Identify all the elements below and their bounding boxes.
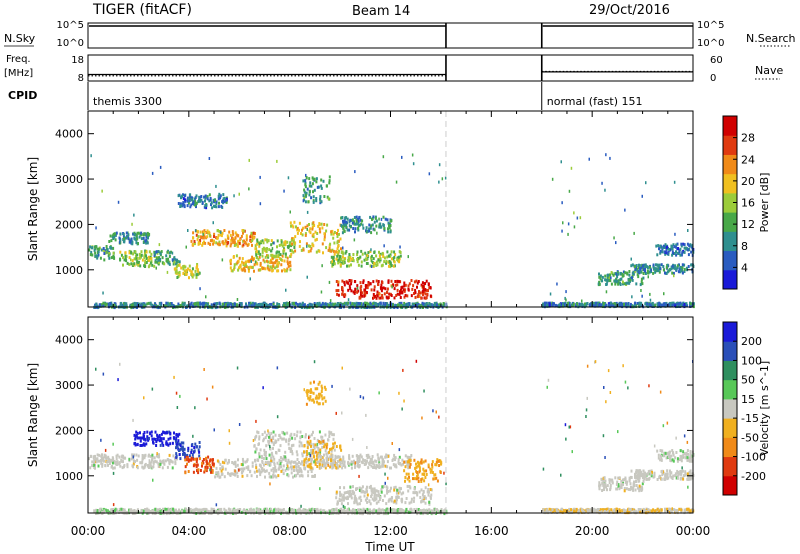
heatmap-region-11 [340, 215, 393, 235]
heatmap-region-0 [93, 301, 448, 310]
y-tick-label: 4000 [55, 128, 83, 141]
heatmap-region-13 [177, 192, 228, 210]
heatmap-region-15 [597, 270, 645, 287]
beam-label: Beam 14 [352, 4, 410, 19]
y-tick-label: 2000 [55, 218, 83, 231]
radar-title: TIGER (fitACF) [92, 2, 192, 18]
colorbar-tick-label: 100 [741, 354, 762, 367]
colorbar-tick-label: 50 [741, 374, 755, 387]
heatmap-region-7 [229, 254, 292, 273]
heatmap-region-10 [330, 249, 402, 269]
colorbar-tick-label: 28 [741, 132, 755, 145]
y-axis-label: Slant Range [km] [26, 363, 40, 467]
colorbar-tick-label: 15 [741, 393, 755, 406]
x-axis-label: Time UT [364, 540, 415, 554]
colorbar-tick-label: 4 [741, 261, 748, 274]
colorbar-tick-label: -200 [741, 470, 766, 483]
y-tick-label: 1000 [55, 264, 83, 277]
colorbar-tick-label: 24 [741, 153, 755, 166]
heatmap-region-9 [289, 220, 342, 255]
sparse-scatter [95, 359, 694, 511]
nave-label: Nave [755, 64, 783, 77]
y-tick-label: 2000 [55, 424, 83, 437]
colorbar-tick-label: 12 [741, 218, 755, 231]
heatmap-region-12 [598, 475, 645, 493]
cpid-segment-label: themis 3300 [93, 95, 162, 108]
x-tick-label: 00:00 [676, 524, 711, 538]
heatmap-region-11 [305, 380, 327, 406]
colorbar-tick-label: 16 [741, 197, 755, 210]
nsky-panel [87, 22, 694, 49]
nsky-label: N.Sky [4, 32, 36, 45]
heatmap-region-14 [302, 175, 331, 205]
y-tick-label: 3000 [55, 173, 83, 186]
heatmap-region-0 [93, 507, 448, 516]
colorbar-tick-label: 200 [741, 335, 762, 348]
heatmap-region-6 [190, 229, 256, 248]
colorbar-label: Power [dB] [758, 173, 771, 233]
heatmap-region-6 [253, 430, 337, 461]
colorbar-label: Velocity [m s^-1] [758, 361, 771, 456]
velocity-panel: 1000 2000 3000 4000 Slant Range [km] 200 100 50… [26, 316, 771, 516]
x-tick-label: 00:00 [71, 524, 106, 538]
freq-tick: 18 [71, 55, 84, 66]
colorbar-tick-label: -100 [741, 451, 766, 464]
heatmap-region-10 [403, 458, 443, 483]
heatmap-region-8 [316, 453, 413, 470]
freq-label: Freq. [6, 54, 31, 65]
x-tick-label: 04:00 [172, 524, 207, 538]
heatmap-region-4 [184, 455, 215, 475]
status-axis-ticks: 10^5 10^5 10^0 10^0 18 8 60 0 [57, 20, 725, 84]
colorbar-tick-label: 20 [741, 175, 755, 188]
colorbar-tick-label: -50 [741, 431, 759, 444]
heatmap-region-3 [175, 440, 201, 461]
x-tick-label: 08:00 [272, 524, 307, 538]
y-tick-label: 1000 [55, 470, 83, 483]
cpid-segment-label: normal (fast) 151 [547, 95, 643, 108]
count-tick-right: 10^5 [697, 20, 724, 31]
x-tick-label: 20:00 [575, 524, 610, 538]
sparse-scatter [90, 153, 689, 305]
colorbar-tick-label: -15 [741, 412, 759, 425]
colorbar-tick-label: 8 [741, 240, 748, 253]
heatmap-cells [88, 175, 695, 310]
date-label: 29/Oct/2016 [589, 3, 670, 18]
cpid-label: CPID [8, 89, 37, 102]
colorbar [722, 321, 738, 496]
heatmap-region-9 [335, 484, 433, 506]
count-tick-right: 10^0 [697, 38, 724, 49]
y-tick-label: 3000 [55, 379, 83, 392]
freq-tick: 8 [78, 73, 84, 84]
nsearch-label: N.Search [746, 32, 796, 45]
count-tick-left: 10^0 [57, 38, 84, 49]
y-tick-label: 4000 [55, 334, 83, 347]
x-tick-label: 16:00 [474, 524, 509, 538]
power-panel: 1000 2000 3000 4000 Slant Range [km] 4 8 12 16 20… [26, 110, 771, 310]
freq-panel [87, 54, 694, 82]
heatmap-region-4 [153, 249, 181, 266]
heatmap-region-12 [335, 279, 433, 300]
heatmap-region-7 [303, 439, 343, 470]
status-traces: themis 3300 normal (fast) 151 [87, 23, 693, 110]
heatmap-region-14 [656, 449, 695, 463]
time-axis: 00:00 04:00 08:00 12:00 16:00 20:00 00:00 [71, 524, 711, 538]
nave-tick: 60 [710, 55, 723, 66]
count-tick-left: 10^5 [57, 20, 84, 31]
nave-tick: 0 [710, 73, 716, 84]
y-axis-label: Slant Range [km] [26, 157, 40, 261]
heatmap-region-2 [133, 430, 181, 447]
x-tick-label: 12:00 [373, 524, 408, 538]
freq-unit-label: [MHz] [4, 68, 33, 79]
heatmap-region-5 [173, 263, 200, 280]
heatmap-region-1 [88, 453, 178, 470]
